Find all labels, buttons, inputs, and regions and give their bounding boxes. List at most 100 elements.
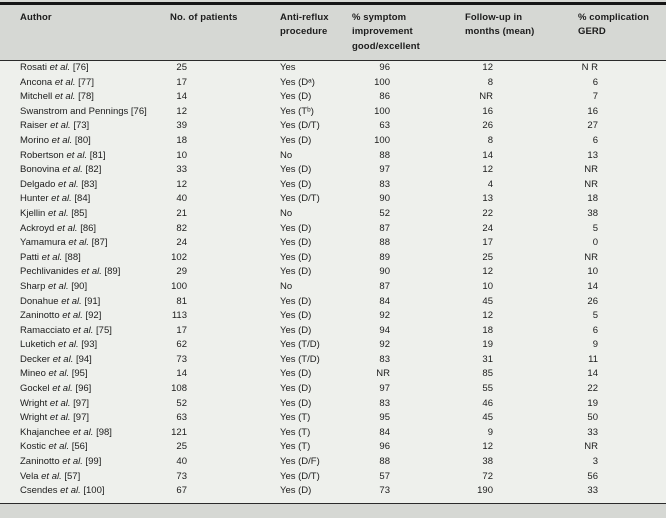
author-name: Wright (20, 397, 48, 409)
author-etal: et al. (57, 485, 84, 497)
table-row: Csendes et al. [100] 67 Yes (D) 73 190 3… (0, 484, 666, 499)
procedure-cell: Yes (D/T) (280, 470, 320, 482)
complication-cell: 5 (592, 222, 598, 234)
patients-cell: 67 (176, 485, 187, 497)
patients-cell: 21 (176, 207, 187, 219)
symptom-improvement-cell: 52 (379, 207, 390, 219)
table-row: Hunter et al. [84] 40 Yes (D/T) 90 13 18 (0, 192, 666, 207)
procedure-cell: Yes (D) (280, 266, 312, 278)
followup-cell: 22 (482, 207, 493, 219)
author-reference: [89] (104, 266, 121, 278)
procedure-cell: No (280, 207, 293, 219)
followup-cell: 38 (482, 456, 493, 468)
procedure-cell: Yes (D/F) (280, 456, 320, 468)
followup-cell: 12 (482, 441, 493, 453)
author-cell: Patti et al. [88] (20, 251, 81, 266)
complication-cell: 19 (587, 397, 598, 409)
patients-cell: 17 (176, 324, 187, 336)
patients-cell: 14 (176, 368, 187, 380)
author-name: Luketich (20, 339, 56, 351)
author-cell: Luketich et al. [93] (20, 338, 97, 353)
author-reference: [97] (73, 412, 90, 424)
symptom-improvement-cell: 100 (374, 105, 390, 117)
symptom-improvement-cell: 96 (379, 441, 390, 453)
complication-cell: 56 (587, 470, 598, 482)
author-reference: [91] (84, 295, 101, 307)
table-row: Pechlivanides et al. [89] 29 Yes (D) 90 … (0, 265, 666, 280)
header-line: Anti-reflux (280, 12, 329, 23)
procedure-cell: Yes (T) (280, 412, 311, 424)
procedure-cell: Yes (D/T) (280, 120, 320, 132)
symptom-improvement-cell: 95 (379, 412, 390, 424)
author-cell: Zaninotto et al. [92] (20, 309, 101, 324)
author-name: Pechlivanides (20, 266, 79, 278)
patients-cell: 25 (176, 62, 187, 73)
author-name: Kjellin (20, 207, 46, 219)
author-name: Decker (20, 353, 51, 365)
table-row: Bonovina et al. [82] 33 Yes (D) 97 12 NR (0, 163, 666, 178)
author-etal: et al. (39, 251, 65, 263)
procedure-cell: Yes (D/T) (280, 193, 320, 205)
symptom-improvement-cell: 92 (379, 339, 390, 351)
author-name: Swanstrom and Pennings (20, 105, 129, 117)
procedure-cell: Yes (Dᵃ) (280, 76, 315, 88)
complication-cell: 5 (592, 310, 598, 322)
author-reference: [85] (71, 207, 88, 219)
author-cell: Yamamura et al. [87] (20, 236, 108, 251)
symptom-improvement-cell: 88 (379, 456, 390, 468)
author-cell: Delgado et al. [83] (20, 178, 97, 193)
author-reference: [99] (85, 456, 102, 468)
author-cell: Khajanchee et al. [98] (20, 426, 112, 441)
patients-cell: 14 (176, 91, 187, 103)
author-reference: [82] (85, 164, 102, 176)
followup-cell: 46 (482, 397, 493, 409)
symptom-improvement-cell: 90 (379, 193, 390, 205)
symptom-improvement-cell: 97 (379, 383, 390, 395)
table-body: Rosati et al. [76] 25 Yes 96 12 N R Anco… (0, 61, 666, 499)
complication-cell: 9 (592, 339, 598, 351)
procedure-cell: Yes (D) (280, 134, 312, 146)
procedure-cell: Yes (T) (280, 426, 311, 438)
author-etal: et al. (45, 280, 72, 292)
table-row: Donahue et al. [91] 81 Yes (D) 84 45 26 (0, 295, 666, 310)
author-name: Kostic (20, 441, 46, 453)
author-name: Gockel (20, 383, 50, 395)
procedure-cell: Yes (Tᵇ) (280, 105, 314, 117)
complication-cell: NR (584, 164, 598, 176)
header-line: % symptom (352, 12, 407, 23)
table-row: Zaninotto et al. [99] 40 Yes (D/F) 88 38… (0, 455, 666, 470)
symptom-improvement-cell: 84 (379, 426, 390, 438)
author-reference: [73] (73, 120, 90, 132)
author-etal: et al. (49, 134, 75, 146)
complication-cell: 14 (587, 368, 598, 380)
author-etal: et al. (49, 383, 76, 395)
author-reference: [97] (73, 397, 90, 409)
followup-cell: 12 (482, 310, 493, 322)
author-etal: et al. (48, 193, 75, 205)
table-row: Vela et al. [57] 73 Yes (D/T) 57 72 56 (0, 470, 666, 485)
author-etal: et al. (50, 353, 76, 365)
table-row: Ackroyd et al. [86] 82 Yes (D) 87 24 5 (0, 222, 666, 237)
author-etal: et al. (54, 222, 81, 234)
followup-cell: 85 (482, 368, 493, 380)
table-row: Khajanchee et al. [98] 121 Yes (T) 84 9 … (0, 426, 666, 441)
followup-cell: NR (479, 91, 493, 103)
header-line: Author (20, 12, 52, 23)
author-name: Mitchell (20, 91, 53, 103)
symptom-improvement-cell: NR (376, 368, 390, 380)
author-reference: [100] (83, 485, 105, 497)
author-cell: Ackroyd et al. [86] (20, 222, 96, 237)
symptom-improvement-cell: 63 (379, 120, 390, 132)
procedure-cell: Yes (D) (280, 485, 312, 497)
procedure-cell: Yes (D) (280, 383, 312, 395)
author-etal: et al. (58, 295, 85, 307)
procedure-cell: No (280, 149, 293, 161)
followup-cell: 31 (482, 353, 493, 365)
header-line: improvement (352, 26, 413, 38)
author-name: Ancona (20, 76, 53, 88)
author-name: Delgado (20, 178, 56, 190)
header-line: procedure (280, 26, 328, 38)
table-row: Decker et al. [94] 73 Yes (T/D) 83 31 11 (0, 353, 666, 368)
author-name: Sharp (20, 280, 46, 292)
header-line: % complication (578, 12, 650, 23)
